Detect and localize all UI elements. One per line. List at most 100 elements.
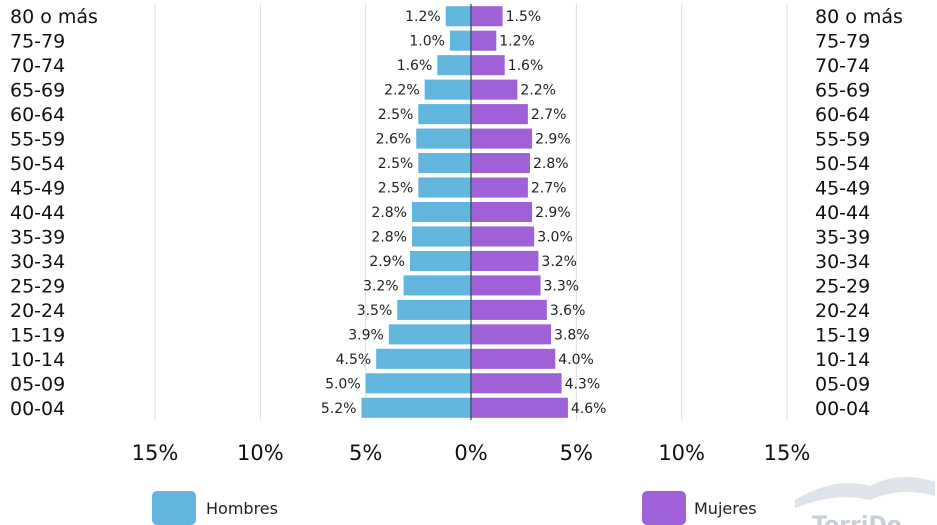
age-label-right: 55-59 bbox=[815, 129, 870, 151]
value-label-hombres: 1.0% bbox=[409, 34, 445, 50]
value-label-mujeres: 2.8% bbox=[533, 156, 569, 172]
bars bbox=[361, 6, 568, 418]
bar-hombres-65-69 bbox=[424, 79, 471, 100]
value-label-hombres: 2.5% bbox=[378, 156, 414, 172]
age-label-left: 10-14 bbox=[10, 349, 65, 371]
bar-mujeres-20-24 bbox=[471, 299, 547, 320]
age-label-left: 05-09 bbox=[10, 373, 65, 395]
bar-mujeres-05-09 bbox=[471, 373, 562, 394]
age-label-right: 60-64 bbox=[815, 104, 870, 126]
age-label-right: 20-24 bbox=[815, 300, 870, 322]
value-label-hombres: 2.6% bbox=[376, 132, 412, 148]
value-label-mujeres: 1.2% bbox=[499, 34, 535, 50]
bar-mujeres-50-54 bbox=[471, 153, 530, 174]
bar-mujeres-30-34 bbox=[471, 250, 539, 271]
age-label-right: 10-14 bbox=[815, 349, 870, 371]
bar-mujeres-40-44 bbox=[471, 201, 533, 223]
legend-swatch-mujeres bbox=[642, 491, 686, 525]
bar-mujeres-55-59 bbox=[471, 128, 533, 149]
bar-hombres-35-39 bbox=[412, 226, 471, 247]
age-label-right: 45-49 bbox=[815, 178, 870, 200]
age-label-left: 55-59 bbox=[10, 129, 65, 151]
bar-hombres-00-04 bbox=[361, 397, 471, 418]
value-label-mujeres: 4.6% bbox=[571, 401, 607, 417]
age-label-right: 30-34 bbox=[815, 251, 870, 273]
bar-hombres-50-54 bbox=[418, 153, 471, 174]
value-label-hombres: 1.2% bbox=[405, 9, 441, 25]
x-tick-label: 0% bbox=[454, 441, 487, 465]
x-axis-ticks: 15% 10% 5% 0% 5% 10% 15% bbox=[132, 441, 811, 465]
age-label-left: 70-74 bbox=[10, 55, 65, 77]
bar-hombres-75-79 bbox=[449, 30, 471, 51]
bar-mujeres-35-39 bbox=[471, 226, 535, 247]
value-label-mujeres: 3.2% bbox=[541, 254, 577, 270]
age-label-left: 80 o más bbox=[10, 6, 98, 28]
bar-mujeres-80-o-más bbox=[471, 6, 503, 27]
bar-mujeres-75-79 bbox=[471, 30, 497, 51]
value-label-hombres: 5.2% bbox=[321, 401, 357, 417]
bar-hombres-10-14 bbox=[376, 348, 471, 369]
age-label-left: 60-64 bbox=[10, 104, 65, 126]
value-label-mujeres: 3.8% bbox=[554, 327, 590, 343]
age-label-left: 75-79 bbox=[10, 31, 65, 53]
age-label-right: 50-54 bbox=[815, 153, 870, 175]
bar-mujeres-10-14 bbox=[471, 348, 556, 369]
value-label-hombres: 2.2% bbox=[384, 83, 420, 99]
bar-mujeres-00-04 bbox=[471, 397, 568, 418]
watermark-mountain-icon bbox=[795, 476, 935, 508]
bar-hombres-20-24 bbox=[397, 299, 471, 320]
value-label-mujeres: 3.3% bbox=[544, 278, 580, 294]
bar-hombres-55-59 bbox=[416, 128, 471, 149]
age-label-right: 40-44 bbox=[815, 202, 870, 224]
value-label-mujeres: 3.6% bbox=[550, 303, 586, 319]
bar-hombres-25-29 bbox=[403, 275, 471, 296]
age-label-right: 70-74 bbox=[815, 55, 870, 77]
value-label-hombres: 3.9% bbox=[348, 327, 384, 343]
age-label-left: 65-69 bbox=[10, 80, 65, 102]
value-label-hombres: 2.8% bbox=[371, 229, 407, 245]
x-tick-label: 10% bbox=[658, 441, 705, 465]
value-label-mujeres: 2.2% bbox=[520, 83, 556, 99]
watermark: TorriDo bbox=[795, 476, 935, 525]
bar-mujeres-25-29 bbox=[471, 275, 541, 296]
value-label-hombres: 3.2% bbox=[363, 278, 399, 294]
legend-label-mujeres: Mujeres bbox=[694, 499, 757, 518]
value-label-hombres: 1.6% bbox=[397, 58, 433, 74]
value-label-hombres: 3.5% bbox=[357, 303, 393, 319]
watermark-text: TorriDo bbox=[812, 513, 902, 525]
value-label-hombres: 2.9% bbox=[369, 254, 405, 270]
value-label-hombres: 5.0% bbox=[325, 376, 361, 392]
value-label-mujeres: 1.5% bbox=[506, 9, 542, 25]
age-label-left: 45-49 bbox=[10, 178, 65, 200]
age-label-right: 35-39 bbox=[815, 226, 870, 248]
age-label-right: 05-09 bbox=[815, 373, 870, 395]
x-tick-label: 15% bbox=[132, 441, 179, 465]
legend: Hombres Mujeres bbox=[152, 491, 757, 525]
x-tick-label: 5% bbox=[349, 441, 382, 465]
value-label-hombres: 2.5% bbox=[378, 181, 414, 197]
bar-hombres-80-o-más bbox=[445, 6, 471, 27]
age-label-left: 00-04 bbox=[10, 398, 65, 420]
bar-hombres-15-19 bbox=[388, 324, 471, 345]
value-label-hombres: 4.5% bbox=[336, 352, 372, 368]
value-label-mujeres: 4.0% bbox=[558, 352, 594, 368]
bar-mujeres-15-19 bbox=[471, 324, 552, 345]
value-label-hombres: 2.8% bbox=[371, 205, 407, 221]
x-tick-label: 15% bbox=[764, 441, 811, 465]
value-label-mujeres: 4.3% bbox=[565, 376, 601, 392]
bar-mujeres-45-49 bbox=[471, 177, 528, 198]
bar-hombres-45-49 bbox=[418, 177, 471, 198]
value-labels: 1.2% 1.5% 1.0% 1.2% 1.6% 1.6% 2.2% 2.2% 2.5% 2.7%… bbox=[321, 9, 607, 417]
value-label-mujeres: 2.7% bbox=[531, 181, 567, 197]
value-label-mujeres: 2.7% bbox=[531, 107, 567, 123]
age-label-left: 15-19 bbox=[10, 324, 65, 346]
x-tick-label: 10% bbox=[237, 441, 284, 465]
legend-swatch-hombres bbox=[152, 491, 196, 525]
age-label-left: 30-34 bbox=[10, 251, 65, 273]
value-label-hombres: 2.5% bbox=[378, 107, 414, 123]
age-label-right: 00-04 bbox=[815, 398, 870, 420]
age-label-left: 50-54 bbox=[10, 153, 65, 175]
age-label-right: 15-19 bbox=[815, 324, 870, 346]
value-label-mujeres: 2.9% bbox=[535, 132, 571, 148]
